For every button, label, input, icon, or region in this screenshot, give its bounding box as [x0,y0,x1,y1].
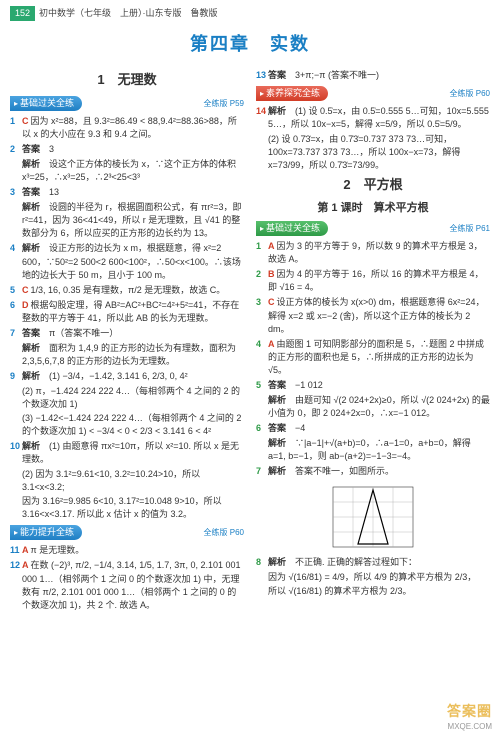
q13: 13 答案 3+π;−π (答案不唯一) [256,69,490,82]
pageref-p60a: 全练版 P60 [204,527,244,539]
p1: 1 A因为 3 的平方等于 9，所以数 9 的算术平方根是 3，故选 A。 [256,240,490,266]
q6: 6 D根据勾股定理，得 AB²=AC²+BC²=4²+5²=41，不存在整数的平… [10,299,244,325]
q7: 7 答案 π（答案不唯一） [10,327,244,340]
bar-ability: 能力提升全练 [10,525,82,540]
p7: 7 解析 答案不唯一，如图所示。 [256,465,490,478]
section-1-title: 1 无理数 [10,71,244,90]
triangle-figure [256,482,490,552]
chapter-title: 第四章 实数 [0,31,500,57]
pageref-p59: 全练版 P59 [204,98,244,110]
p8: 8 解析 不正确. 正确的解答过程如下： [256,556,490,569]
pageref-p60b: 全练版 P60 [450,88,490,100]
p4: 4 A由题图 1 可知阴影部分的面积是 5，∴题图 2 中拼成的正方形的面积也是… [256,338,490,377]
watermark-sub: MXQE.COM [448,721,492,733]
page-number: 152 [10,6,35,21]
q12: 12 A在数 (−2)³, π/2, −1/4, 3.14, 1/5, 1.7,… [10,559,244,611]
section-2-sub: 第 1 课时 算术平方根 [256,201,490,217]
p3: 3 C设正方体的棱长为 x(x>0) dm，根据题意得 6x²=24，解得 x=… [256,296,490,335]
left-column: 1 无理数 基础过关全练 全练版 P59 1 C因为 x²=88，且 9.3²=… [10,67,244,614]
q9: 9 解析 (1) −3/4，−1.42, 3.141 6, 2/3, 0, 4² [10,370,244,383]
pageref-p61: 全练版 P61 [450,223,490,235]
p5: 5 答案 −1 012 [256,379,490,392]
q14: 14 解析 (1) 设 0.5̇=x，由 0.5̇=0.555 5…可知，10x… [256,105,490,131]
q5: 5 C1/3, 16, 0.35 是有理数，π/2 是无理数，故选 C。 [10,284,244,297]
bar-basic: 基础过关全练 [10,96,82,111]
p2: 2 B因为 4 的平方等于 16，所以 16 的算术平方根是 4，即 √16 =… [256,268,490,294]
q11: 11 Aπ 是无理数。 [10,544,244,557]
p6: 6 答案 −4 [256,422,490,435]
section-2-title: 2 平方根 [256,176,490,195]
header-text: 初中数学（七年级 上册）·山东专版 鲁教版 [39,7,218,20]
bar-explore: 素养探究全练 [256,86,328,101]
q2: 2 答案 3 [10,143,244,156]
watermark: 答案圈 [447,701,492,721]
bar-basic-2: 基础过关全练 [256,221,328,236]
q4: 4 解析 设正方形的边长为 x m，根据题意，得 x²=2 600，∵50²=2… [10,242,244,281]
q10: 10 解析 (1) 由题意得 πx²=10π，所以 x²=10. 所以 x 是无… [10,440,244,466]
q1: 1 C因为 x²=88，且 9.3²=86.49 < 88,9.4²=88.36… [10,115,244,141]
q3: 3 答案 13 [10,186,244,199]
right-column: 13 答案 3+π;−π (答案不唯一) 素养探究全练 全练版 P60 14 解… [256,67,490,614]
